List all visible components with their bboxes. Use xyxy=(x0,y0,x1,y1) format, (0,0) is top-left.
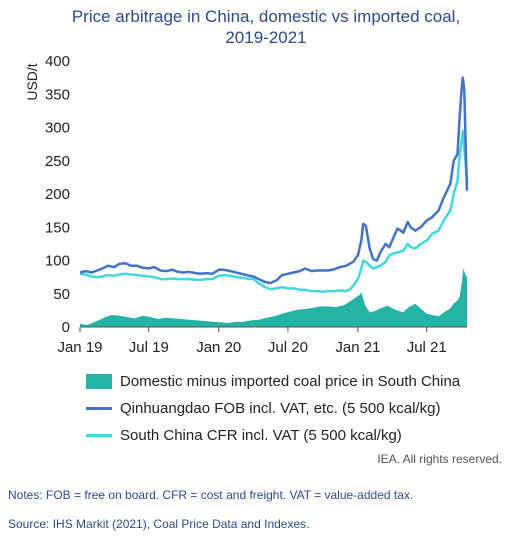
chart-legend: Domestic minus imported coal price in So… xyxy=(86,368,460,449)
y-tick-label: 100 xyxy=(45,253,70,270)
x-tick-label: Jan 21 xyxy=(335,339,380,356)
source-text: Source: IHS Markit (2021), Coal Price Da… xyxy=(8,517,310,531)
area-domestic-minus-imported xyxy=(80,268,467,327)
legend-swatch-qinhuangdao xyxy=(86,407,112,410)
y-tick-label: 350 xyxy=(45,86,70,103)
legend-label-qinhuangdao: Qinhuangdao FOB incl. VAT, etc. (5 500 k… xyxy=(120,400,441,417)
legend-item-domestic-minus-imported: Domestic minus imported coal price in So… xyxy=(86,368,460,395)
y-tick-label: 250 xyxy=(45,153,70,170)
x-tick-label: Jul 20 xyxy=(268,339,308,356)
legend-item-south-china: South China CFR incl. VAT (5 500 kcal/kg… xyxy=(86,422,460,449)
x-tick-label: Jan 19 xyxy=(57,339,102,356)
legend-label-south-china: South China CFR incl. VAT (5 500 kcal/kg… xyxy=(120,427,402,444)
y-axis-title: USD/t xyxy=(24,63,40,100)
y-tick-label: 200 xyxy=(45,186,70,203)
legend-swatch-area xyxy=(86,374,112,389)
chart-title: Price arbitrage in China, domestic vs im… xyxy=(0,6,532,48)
chart-title-line1: Price arbitrage in China, domestic vs im… xyxy=(71,7,461,26)
y-tick-label: 300 xyxy=(45,120,70,137)
legend-swatch-south-china xyxy=(86,434,112,437)
x-tick-label: Jan 20 xyxy=(196,339,241,356)
y-tick-label: 0 xyxy=(62,319,70,336)
line-south-china-cfr xyxy=(79,129,469,294)
legend-item-qinhuangdao: Qinhuangdao FOB incl. VAT, etc. (5 500 k… xyxy=(86,395,460,422)
rights-notice: IEA. All rights reserved. xyxy=(377,452,502,466)
x-tick-label: Jul 21 xyxy=(407,339,447,356)
chart-title-line2: 2019-2021 xyxy=(225,28,307,47)
x-tick-label: Jul 19 xyxy=(129,339,169,356)
notes-text: Notes: FOB = free on board. CFR = cost a… xyxy=(8,488,414,502)
legend-label-domestic-minus-imported: Domestic minus imported coal price in So… xyxy=(120,373,461,390)
chart-canvas: 0 50 100 150 200 250 300 350 400 USD/t Jan 19 Jul 1… xyxy=(24,53,469,356)
line-qinhuangdao-fob xyxy=(79,76,469,285)
y-tick-label: 50 xyxy=(53,286,70,303)
y-tick-label: 150 xyxy=(45,219,70,236)
y-tick-label: 400 xyxy=(45,53,70,70)
